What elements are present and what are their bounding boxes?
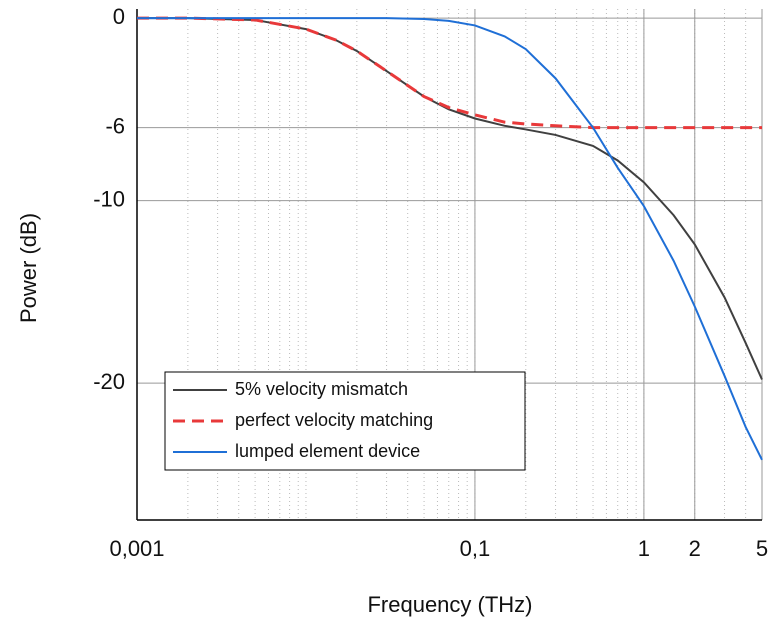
y-tick-label: -20 <box>93 369 125 394</box>
legend-label: lumped element device <box>235 441 420 461</box>
x-tick-label: 0,1 <box>460 536 491 561</box>
y-tick-label: -6 <box>105 113 125 138</box>
series-line <box>137 16 762 130</box>
series-line <box>137 17 763 461</box>
x-tick-label: 1 <box>638 536 650 561</box>
y-tick-label: 0 <box>113 4 125 29</box>
legend-label: perfect velocity matching <box>235 410 433 430</box>
legend-box <box>164 371 526 471</box>
y-tick-label: -10 <box>93 186 125 211</box>
series-line <box>137 17 763 380</box>
x-axis-title: Frequency (THz) <box>367 592 532 617</box>
x-tick-label: 5 <box>756 536 768 561</box>
x-tick-label: 0,001 <box>109 536 164 561</box>
x-tick-label: 2 <box>689 536 701 561</box>
legend-label: 5% velocity mismatch <box>235 379 408 399</box>
y-axis-title: Power (dB) <box>16 213 41 323</box>
